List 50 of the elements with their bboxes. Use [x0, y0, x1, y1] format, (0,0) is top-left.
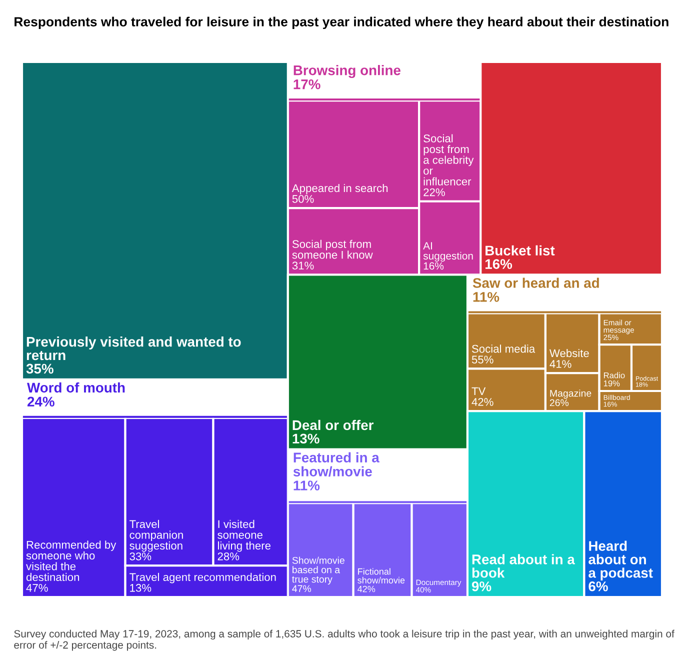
data-label: 33%	[130, 552, 152, 560]
data-label: 11%	[473, 292, 500, 302]
category-label: Fictional show/movie	[358, 568, 405, 584]
data-label: 50%	[292, 194, 314, 203]
data-label: 35%	[26, 364, 54, 374]
data-label: 16%	[424, 262, 444, 270]
category-label: Recommended by someone who visited the destination	[26, 540, 116, 582]
data-label: 6%	[588, 581, 608, 592]
category-label: Browsing online	[294, 65, 400, 78]
data-label: 42%	[358, 586, 376, 592]
category-label: Travel agent recommendation	[130, 572, 276, 584]
data-label: 13%	[292, 434, 320, 444]
category-label: Social media	[472, 344, 536, 353]
category-label: Social post from someone I know	[292, 240, 373, 259]
data-label: 16%	[486, 259, 512, 269]
data-label: 55%	[472, 356, 494, 364]
category-label: AI suggestion	[423, 242, 473, 262]
category-label: Bucket list	[486, 245, 555, 256]
category-label: TV	[472, 387, 486, 395]
data-label: 31%	[292, 262, 314, 270]
text: Survey conducted May 17-19, 2023, among a sample of 1,635 U.S. adults who took a leisure trip in the past year, with an unweighted margin of error of +/-2 percentage points.	[14, 630, 674, 651]
category-label: Previously visited and wanted to return	[26, 336, 241, 360]
data-label: 13%	[130, 584, 152, 592]
category-label: Appeared in search	[292, 184, 388, 194]
category-label: Deal or offer	[292, 420, 374, 430]
data-label: 24%	[27, 396, 54, 406]
data-label: 22%	[424, 188, 445, 196]
category-label: Website	[549, 348, 589, 358]
category-label: Saw or heard an ad	[472, 278, 599, 288]
category-label: Social post from a celebrity or influencer	[424, 134, 474, 186]
data-label: 19%	[604, 380, 620, 386]
data-label: 9%	[472, 581, 492, 592]
category-label: Read about in a book	[472, 554, 575, 578]
category-label: Magazine	[550, 390, 592, 399]
category-label: Featured in a show/movie	[293, 452, 380, 477]
data-label: 28%	[218, 552, 240, 560]
data-label: 42%	[472, 398, 494, 406]
data-label: 47%	[292, 585, 312, 592]
data-label: 26%	[550, 399, 569, 406]
category-label: Heard about on a podcast	[588, 540, 653, 581]
text: Respondents who traveled for leisure in the past year indicated where they heard about their destination	[14, 16, 668, 30]
data-label: 11%	[294, 480, 320, 490]
category-label: Travel companion suggestion	[130, 520, 183, 552]
category-label: Show/movie based on a true story	[292, 556, 344, 585]
data-label: 41%	[550, 360, 572, 368]
category-label: Radio	[604, 372, 625, 378]
data-label: 17%	[294, 79, 320, 90]
data-label: 47%	[26, 584, 48, 592]
category-label: Word of mouth	[27, 382, 125, 393]
category-label: I visited someone living there	[218, 520, 271, 552]
